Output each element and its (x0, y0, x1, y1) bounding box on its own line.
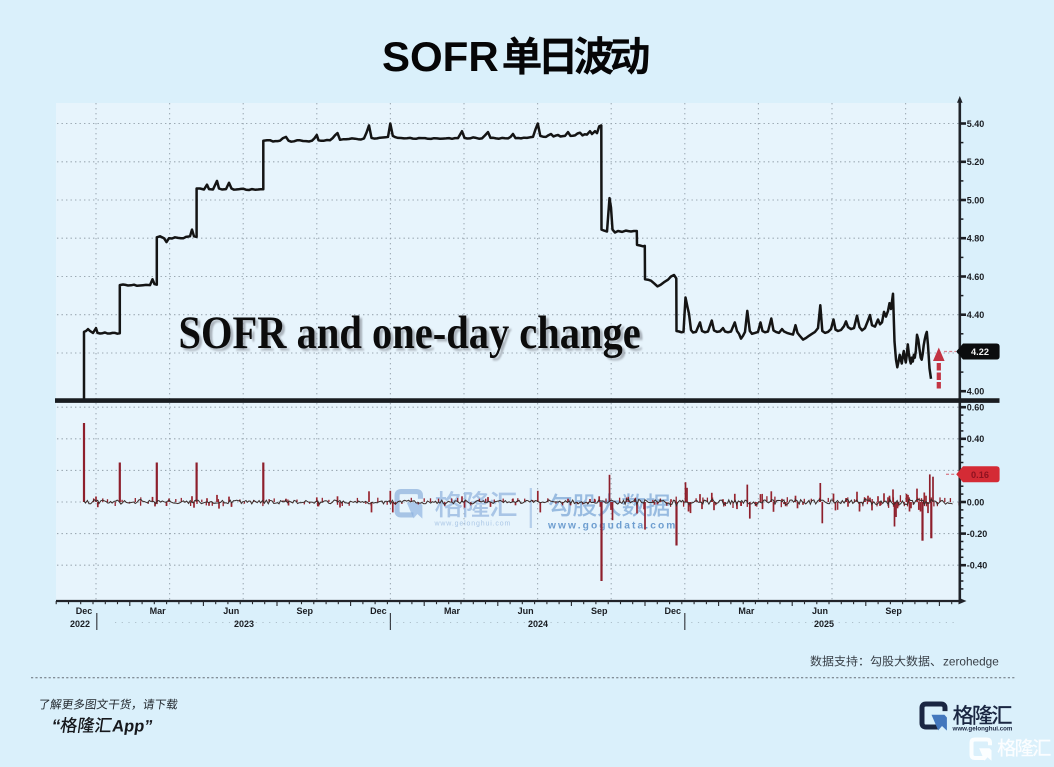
svg-text:Mar: Mar (444, 606, 461, 616)
svg-text:2024: 2024 (528, 619, 548, 629)
svg-text:0.40: 0.40 (967, 434, 985, 444)
svg-text:Jun: Jun (518, 606, 534, 616)
svg-text:Jun: Jun (223, 606, 239, 616)
svg-text:2023: 2023 (234, 619, 254, 629)
svg-text:SOFR and one-day change: SOFR and one-day change (181, 310, 643, 361)
svg-text:Dec: Dec (370, 606, 387, 616)
svg-text:Dec: Dec (665, 606, 682, 616)
svg-text:Jun: Jun (812, 606, 828, 616)
svg-text:-0.40: -0.40 (967, 561, 988, 571)
svg-text:Dec: Dec (76, 606, 93, 616)
svg-text:Sep: Sep (591, 606, 608, 616)
svg-text:-0.20: -0.20 (967, 529, 988, 539)
svg-text:Sep: Sep (885, 606, 902, 616)
svg-text:5.40: 5.40 (967, 119, 985, 129)
svg-text:0.60: 0.60 (967, 403, 985, 413)
svg-text:0.00: 0.00 (967, 497, 985, 507)
svg-text:zerohedge: zerohedge (943, 655, 999, 669)
svg-text:0.16: 0.16 (971, 470, 989, 480)
svg-text:Sep: Sep (297, 606, 314, 616)
svg-text:2025: 2025 (814, 619, 834, 629)
svg-text:4.22: 4.22 (971, 347, 989, 357)
svg-text:Mar: Mar (150, 606, 167, 616)
svg-text:App”: App” (111, 717, 154, 736)
svg-text:www.gogudata.com: www.gogudata.com (547, 521, 677, 532)
svg-text:SOFR and one-day change: SOFR and one-day change (179, 307, 641, 358)
svg-text:SOFR: SOFR (382, 33, 499, 80)
svg-text:www.gelonghui.com: www.gelonghui.com (952, 726, 1013, 733)
svg-text:4.80: 4.80 (967, 234, 985, 244)
svg-text:2022: 2022 (70, 619, 90, 629)
svg-text:4.00: 4.00 (967, 387, 985, 397)
svg-text:5.20: 5.20 (967, 157, 985, 167)
svg-text:Mar: Mar (738, 606, 755, 616)
svg-text:“: “ (50, 716, 62, 736)
svg-text:4.40: 4.40 (967, 310, 985, 320)
svg-text:4.60: 4.60 (967, 272, 985, 282)
svg-text:www.gelonghui.com: www.gelonghui.com (434, 521, 512, 528)
svg-text:5.00: 5.00 (967, 195, 985, 205)
